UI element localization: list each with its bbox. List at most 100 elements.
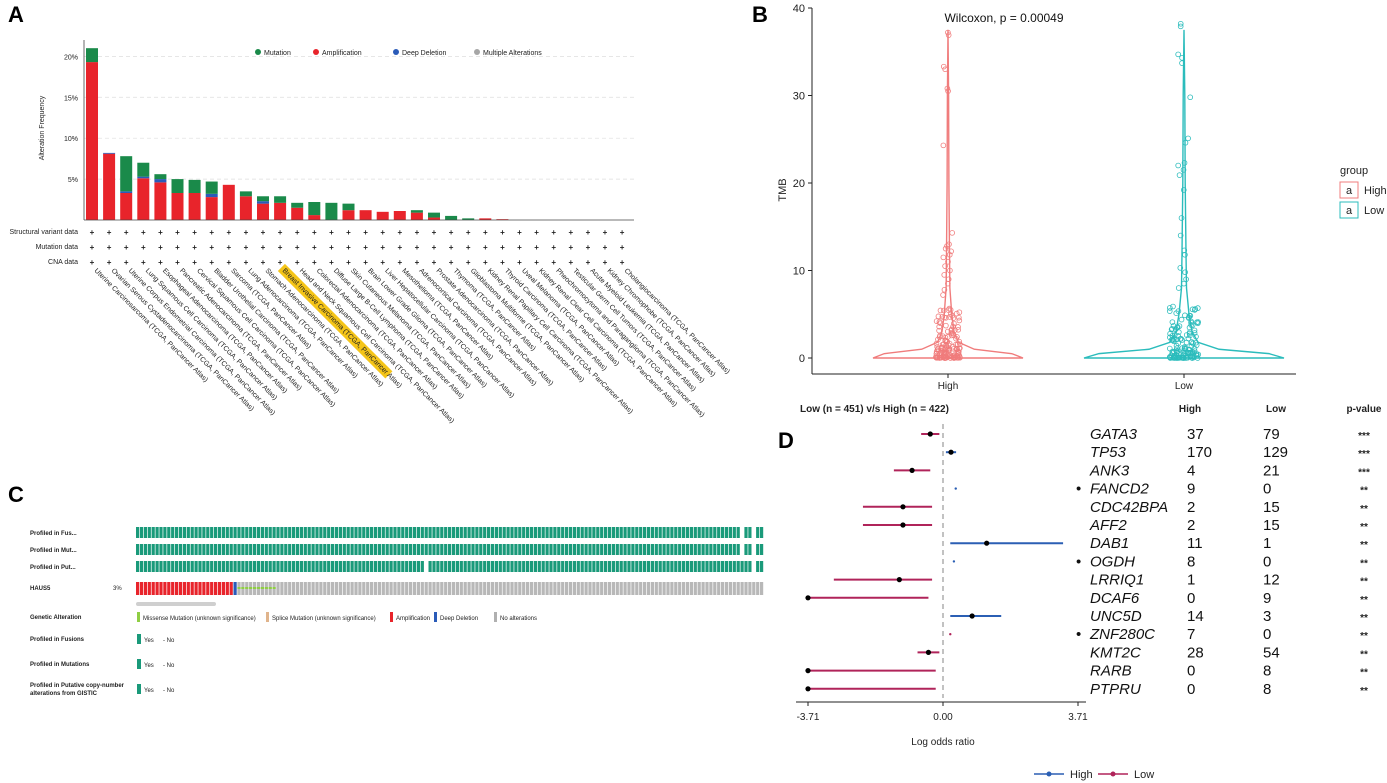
data-row-marker: +: [620, 243, 625, 252]
tmb-point: [1169, 326, 1175, 332]
profile-yes-label: Yes: [144, 688, 154, 694]
profile-cell: [728, 561, 732, 572]
profile-cell: [463, 544, 467, 555]
high-count: 7: [1187, 626, 1195, 643]
data-row-marker: +: [107, 243, 112, 252]
high-count: 14: [1187, 608, 1204, 625]
gene-name: PTPRU: [1090, 681, 1141, 698]
profile-cell: [424, 527, 428, 538]
data-row-marker: +: [483, 243, 488, 252]
profile-cell: [249, 527, 253, 538]
profile-cell: [537, 561, 541, 572]
alteration-cell: [724, 582, 729, 595]
y-tick-label: 0: [799, 353, 805, 365]
x-tick-label: -3.71: [797, 712, 820, 723]
tmb-point: [1187, 94, 1194, 101]
profile-cell: [284, 527, 288, 538]
alteration-cell: [728, 582, 732, 595]
tmb-point: [939, 341, 946, 348]
profile-cell: [709, 561, 713, 572]
profile-cell: [631, 527, 635, 538]
tmb-point: [933, 318, 940, 324]
profile-cell: [346, 544, 350, 555]
alteration-cell: [541, 582, 545, 595]
profile-cell: [342, 561, 346, 572]
panel-b-violin-chart: Wilcoxon, p = 0.00049 TMB 0 10 20 30 40 High L…: [777, 3, 1387, 392]
profile-cell: [572, 544, 576, 555]
p-value: **: [1360, 577, 1368, 588]
estimate-point: [909, 467, 915, 473]
bar-mutation: [239, 191, 252, 197]
profile-cell: [623, 561, 627, 572]
tmb-point: [1168, 352, 1175, 358]
tmb-point: [947, 267, 953, 274]
tmb-point: [950, 323, 956, 330]
profile-cell: [455, 544, 459, 555]
tmb-point: [1167, 355, 1174, 361]
p-value: **: [1360, 613, 1368, 624]
bar-deep-deletion: [120, 191, 133, 193]
profile-cell: [182, 561, 186, 572]
profile-cell: [592, 544, 596, 555]
tmb-point: [1187, 312, 1194, 319]
legend-swatch: [137, 612, 140, 622]
tmb-point: [945, 307, 952, 313]
profile-cell: [182, 544, 186, 555]
data-row-marker: +: [449, 243, 454, 252]
track-percentage: 3%: [113, 586, 122, 592]
tmb-point: [950, 315, 957, 321]
profile-cell: [541, 544, 545, 555]
tmb-point: [936, 354, 943, 361]
profile-cell: [370, 561, 374, 572]
data-row-marker: +: [107, 258, 112, 267]
alteration-cell: [389, 582, 393, 595]
profile-cell: [654, 544, 658, 555]
high-count: 2: [1187, 517, 1195, 534]
profile-cell: [256, 544, 261, 555]
bar-deep-deletion: [103, 152, 116, 154]
profile-cell: [459, 527, 463, 538]
profile-cell: [327, 544, 331, 555]
data-row-marker: +: [312, 243, 317, 252]
p-value: **: [1360, 522, 1368, 533]
profile-cell: [627, 561, 631, 572]
profile-cell: [416, 527, 420, 538]
tmb-point: [942, 245, 949, 252]
profile-cell: [245, 527, 249, 538]
alteration-cell: [155, 582, 159, 595]
alteration-cell: [744, 582, 748, 595]
profile-cell: [529, 544, 534, 555]
profile-cell: [487, 544, 491, 555]
profile-cell: [303, 544, 307, 555]
low-count: 0: [1263, 553, 1271, 570]
profile-cell: [241, 544, 245, 555]
tmb-point: [1171, 336, 1177, 342]
profile-cell: [678, 561, 682, 572]
profile-cell: [323, 527, 327, 538]
legend-label: High: [1070, 769, 1093, 781]
alteration-cell: [288, 582, 292, 595]
profile-cell: [658, 527, 662, 538]
profile-cell: [401, 561, 405, 572]
profile-cell: [354, 544, 358, 555]
profile-cell: [385, 527, 389, 538]
profile-yes-label: Yes: [144, 638, 154, 644]
profile-cell: [139, 544, 144, 555]
low-count: 12: [1263, 572, 1280, 589]
bar-amplification: [222, 184, 235, 220]
forest-header-left: Low (n = 451) v/s High (n = 422): [800, 404, 949, 415]
profile-cell: [448, 561, 452, 572]
data-row-marker: +: [586, 243, 591, 252]
legend-key: [1339, 181, 1359, 199]
profile-cell: [717, 544, 721, 555]
tmb-point: [945, 32, 952, 38]
alteration-cell: [217, 582, 222, 595]
low-count: 0: [1263, 481, 1271, 498]
bar-deep-deletion: [257, 201, 269, 204]
alteration-cell: [319, 582, 323, 595]
alteration-cell: [280, 582, 284, 595]
profile-cell: [393, 544, 397, 555]
alteration-cell: [292, 582, 296, 595]
legend-dot: [1110, 771, 1116, 777]
tmb-point: [1177, 265, 1184, 271]
